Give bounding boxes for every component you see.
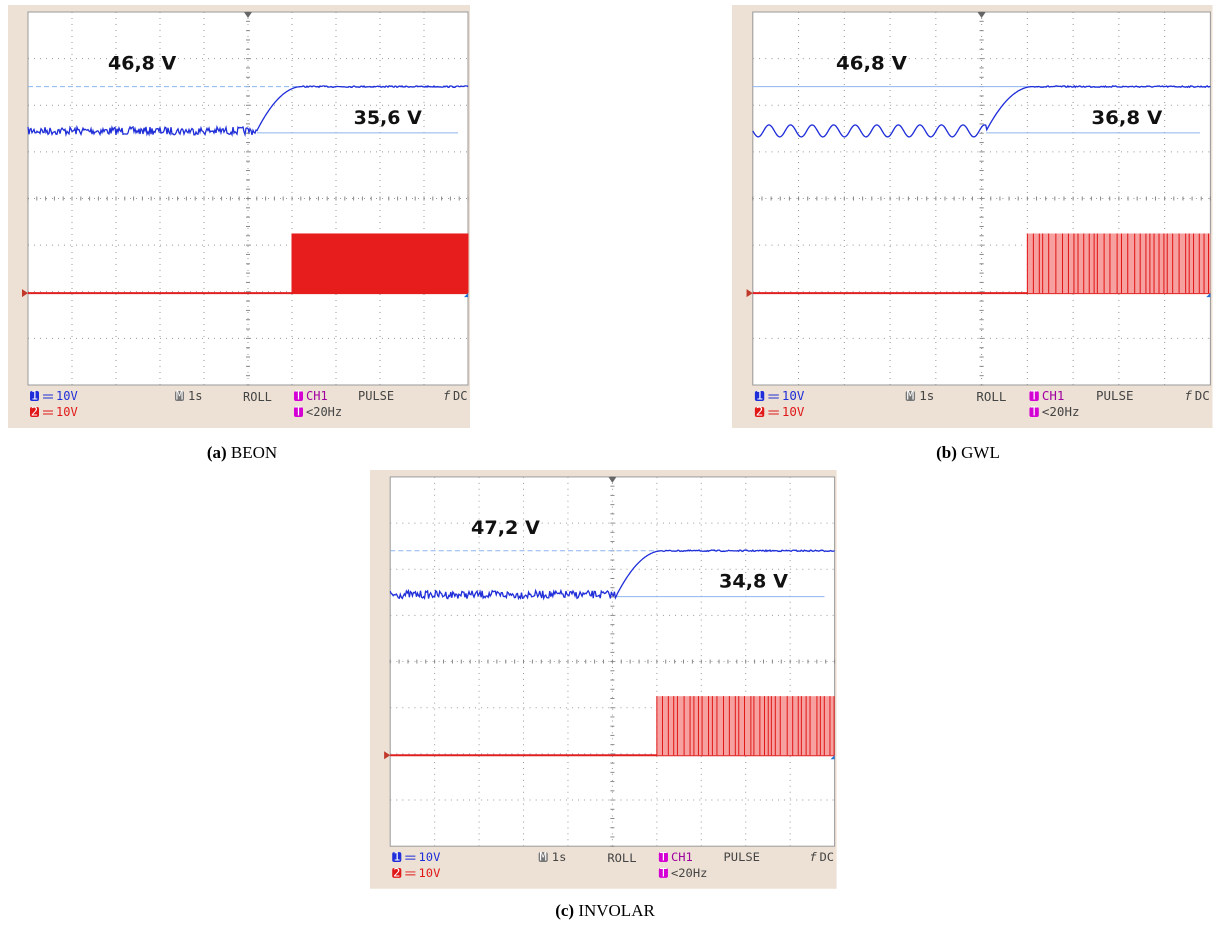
ch1-scale: 10V <box>782 389 805 403</box>
badge-text: T <box>295 389 302 403</box>
trigger-source: CH1 <box>306 389 328 403</box>
annotation-low: 36,8 V <box>1091 106 1162 129</box>
ch2-pulse-band <box>657 696 835 755</box>
scope-panel: 46,8 V 35,6 V 1 10V 2 10V M 1s ROLL T CH1 PULSE DCf T… <box>8 5 470 428</box>
scope-panel: 46,8 V 36,8 V 1 10V 2 10V M 1s ROLL T CH1 PULSE DCf T… <box>732 5 1212 428</box>
badge-text: 2 <box>756 405 764 419</box>
ch1-scale: 10V <box>56 389 78 403</box>
trigger-type: PULSE <box>724 850 760 864</box>
ch2-scale: 10V <box>418 866 440 880</box>
badge-text: M <box>176 389 183 403</box>
mode: ROLL <box>976 390 1006 404</box>
ch2-scale: 10V <box>782 405 805 419</box>
caption-a: (a) BEON <box>207 443 277 462</box>
coupling: DC <box>453 389 467 403</box>
trigger-type: PULSE <box>358 389 394 403</box>
timebase: 1s <box>919 389 934 403</box>
badge-text: 1 <box>31 389 38 403</box>
coupling: DC <box>819 850 834 864</box>
badge-text: 2 <box>393 866 400 880</box>
badge-text: 2 <box>31 405 38 419</box>
badge-text: T <box>1030 389 1038 403</box>
annotation-high: 46,8 V <box>836 52 907 75</box>
coupling-icon: f <box>809 850 817 864</box>
coupling-icon: f <box>443 389 451 403</box>
badge-text: T <box>660 866 667 880</box>
timebase: 1s <box>552 850 567 864</box>
mode: ROLL <box>243 390 272 404</box>
badge-text: T <box>660 850 667 864</box>
caption-b: (b) GWL <box>936 443 1000 462</box>
caption-c: (c) INVOLAR <box>555 901 655 920</box>
mode: ROLL <box>607 851 636 865</box>
badge-text: M <box>540 850 547 864</box>
annotation-low: 34,8 V <box>719 571 788 593</box>
annotation-high: 46,8 V <box>108 53 176 75</box>
ch2-pulse-band <box>1027 233 1210 293</box>
trigger-source: CH1 <box>1042 389 1065 403</box>
scope-panel: 47,2 V 34,8 V 1 10V 2 10V M 1s ROLL T CH1 PULSE DCf T… <box>370 470 837 889</box>
trigger-condition: <20Hz <box>306 405 342 419</box>
annotation-low: 35,6 V <box>354 107 422 129</box>
trigger-type: PULSE <box>1096 389 1134 403</box>
annotation-high: 47,2 V <box>471 517 540 539</box>
timebase: 1s <box>188 389 202 403</box>
trigger-condition: <20Hz <box>671 866 707 880</box>
ch1-scale: 10V <box>418 850 440 864</box>
ch2-scale: 10V <box>56 405 78 419</box>
trigger-condition: <20Hz <box>1042 405 1080 419</box>
badge-text: M <box>907 389 915 403</box>
ch2-pulses <box>292 233 468 293</box>
coupling: DC <box>1195 389 1210 403</box>
badge-text: T <box>1030 405 1038 419</box>
badge-text: 1 <box>393 850 400 864</box>
figure: (a) BEON (b) GWL (c) INVOLAR 46,8 V 35,6 … <box>0 0 1217 930</box>
badge-text: 1 <box>756 389 764 403</box>
coupling-icon: f <box>1184 389 1192 403</box>
trigger-source: CH1 <box>671 850 693 864</box>
badge-text: T <box>295 405 302 419</box>
